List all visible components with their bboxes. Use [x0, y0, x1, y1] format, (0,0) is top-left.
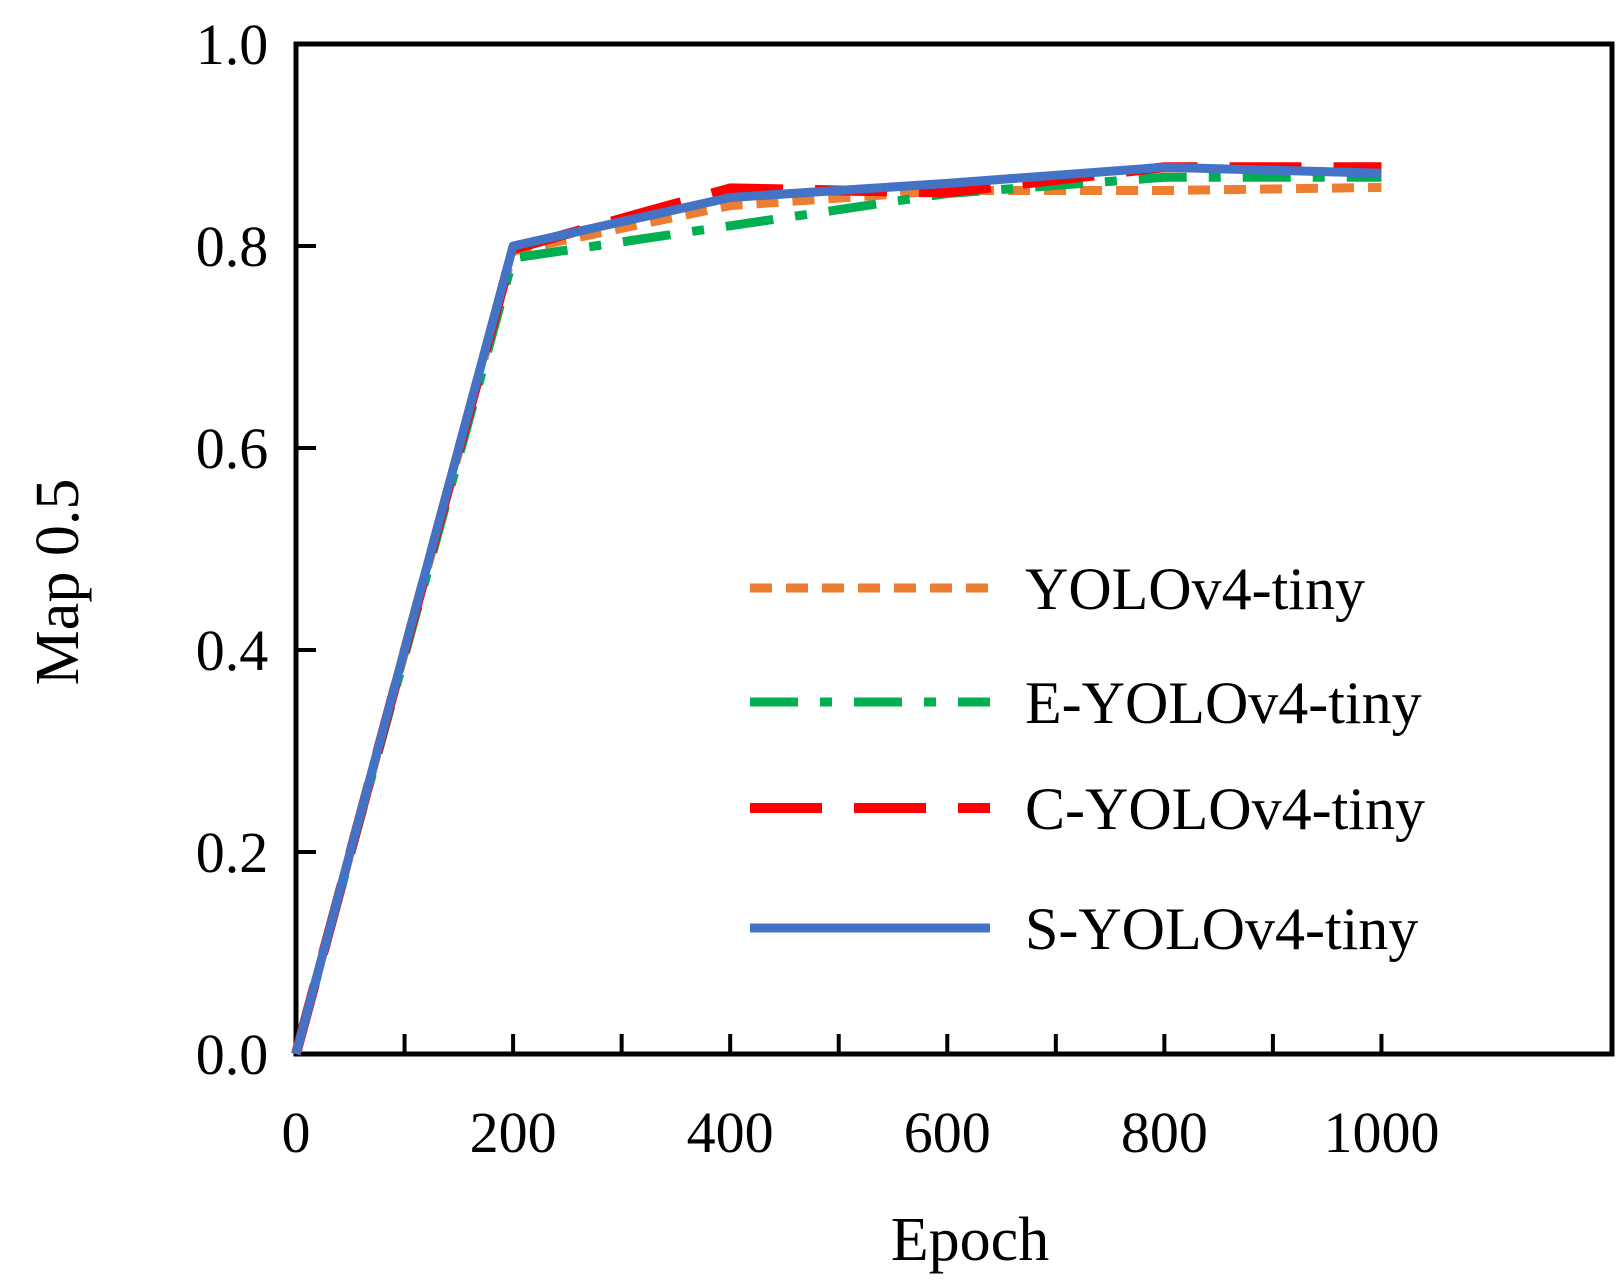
y-tick-label: 0.2 — [196, 820, 269, 885]
y-axis-title: Map 0.5 — [24, 479, 92, 686]
y-tick-label: 0.8 — [196, 214, 269, 279]
legend: YOLOv4-tiny E-YOLOv4-tiny C-YOLOv4-tiny S-Y… — [750, 556, 1425, 962]
x-axis: 0 200 400 600 800 1000 — [282, 1034, 1439, 1165]
legend-label-4: S-YOLOv4-tiny — [1025, 896, 1418, 962]
x-axis-title: Epoch — [891, 1206, 1049, 1274]
y-tick-label: 0.6 — [196, 416, 269, 481]
plot-area — [293, 41, 1615, 1057]
series-line-2 — [291, 172, 1382, 1056]
x-tick-label: 800 — [1121, 1100, 1208, 1165]
legend-label-1: YOLOv4-tiny — [1025, 556, 1365, 622]
legend-label-3: C-YOLOv4-tiny — [1025, 776, 1425, 842]
x-tick-label: 400 — [687, 1100, 774, 1165]
legend-label-2: E-YOLOv4-tiny — [1025, 670, 1422, 736]
y-axis: 0.0 0.2 0.4 0.6 0.8 1.0 — [196, 12, 316, 1087]
y-tick-label: 0.4 — [196, 618, 269, 683]
x-tick-label: 1000 — [1323, 1100, 1439, 1165]
series-lines — [291, 162, 1382, 1056]
y-tick-label: 0.0 — [196, 1022, 269, 1087]
plot-frame — [293, 41, 1615, 1057]
x-tick-label: 0 — [282, 1100, 311, 1165]
x-tick-label: 200 — [470, 1100, 557, 1165]
series-line-4 — [291, 162, 1382, 1056]
y-tick-label: 1.0 — [196, 12, 269, 77]
x-tick-label: 600 — [904, 1100, 991, 1165]
